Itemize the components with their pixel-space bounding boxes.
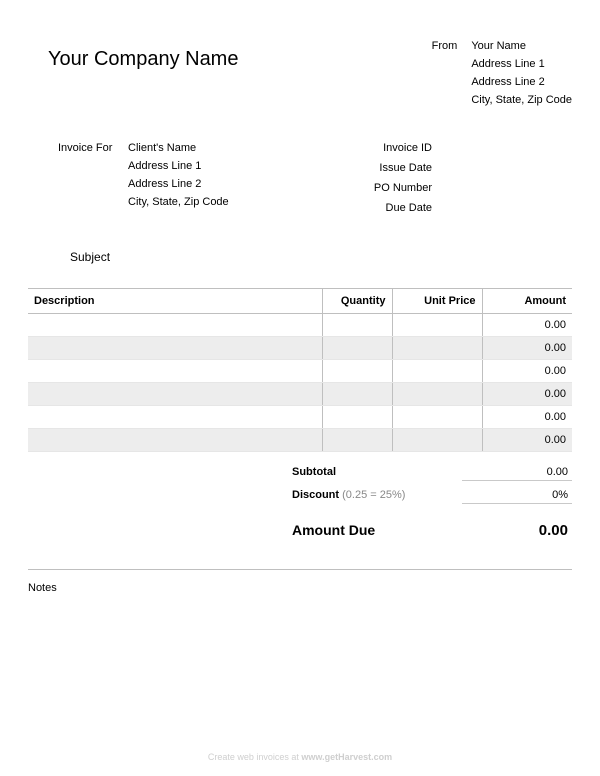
from-lines: Your Name Address Line 1 Address Line 2 … [471,40,572,112]
subtotal-value: 0.00 [462,464,572,481]
discount-hint: (0.25 = 25%) [342,489,405,501]
cell-quantity [322,337,392,360]
line-items-table: Description Quantity Unit Price Amount 0… [28,288,572,452]
cell-unit-price [392,337,482,360]
issue-date-label: Issue Date [374,162,432,174]
cell-description [28,314,322,337]
invoice-id-label: Invoice ID [374,142,432,154]
amount-due-label: Amount Due [292,522,462,538]
cell-unit-price [392,406,482,429]
cell-unit-price [392,314,482,337]
due-date-label: Due Date [374,202,432,214]
cell-quantity [322,383,392,406]
invoice-for-lines: Client's Name Address Line 1 Address Lin… [128,142,229,222]
subject-label: Subject [70,250,572,264]
th-amount: Amount [482,289,572,314]
totals-block: Subtotal 0.00 Discount (0.25 = 25%) 0% A… [28,464,572,541]
footer-text: Create web invoices at [208,752,302,762]
th-quantity: Quantity [322,289,392,314]
cell-amount: 0.00 [482,429,572,452]
cell-amount: 0.00 [482,383,572,406]
client-addr1: Address Line 1 [128,160,229,172]
from-addr1: Address Line 1 [471,58,572,70]
cell-description [28,429,322,452]
cell-unit-price [392,360,482,383]
client-addr2: Address Line 2 [128,178,229,190]
amount-due-value: 0.00 [462,520,572,541]
po-number-label: PO Number [374,182,432,194]
from-name: Your Name [471,40,572,52]
table-row: 0.00 [28,406,572,429]
discount-value: 0% [462,487,572,504]
th-description: Description [28,289,322,314]
cell-amount: 0.00 [482,314,572,337]
footer-site: www.getHarvest.com [301,752,392,762]
client-city: City, State, Zip Code [128,196,229,208]
table-row: 0.00 [28,337,572,360]
subtotal-label: Subtotal [292,466,462,478]
invoice-for-label: Invoice For [58,142,118,222]
company-name: Your Company Name [48,48,238,112]
cell-quantity [322,314,392,337]
footer: Create web invoices at www.getHarvest.co… [0,752,600,762]
invoice-for-block: Invoice For Client's Name Address Line 1… [58,142,229,222]
cell-amount: 0.00 [482,360,572,383]
cell-description [28,360,322,383]
cell-amount: 0.00 [482,406,572,429]
notes-label: Notes [28,582,572,594]
from-city: City, State, Zip Code [471,94,572,106]
cell-quantity [322,406,392,429]
invoice-meta: Invoice ID Issue Date PO Number Due Date [374,142,572,222]
cell-quantity [322,360,392,383]
discount-label-text: Discount [292,489,339,501]
from-label: From [423,40,457,112]
table-row: 0.00 [28,429,572,452]
from-addr2: Address Line 2 [471,76,572,88]
cell-quantity [322,429,392,452]
cell-unit-price [392,383,482,406]
table-row: 0.00 [28,360,572,383]
cell-description [28,337,322,360]
cell-amount: 0.00 [482,337,572,360]
table-row: 0.00 [28,383,572,406]
notes-divider [28,569,572,570]
cell-description [28,406,322,429]
cell-description [28,383,322,406]
discount-label: Discount (0.25 = 25%) [292,489,462,501]
cell-unit-price [392,429,482,452]
table-row: 0.00 [28,314,572,337]
client-name: Client's Name [128,142,229,154]
th-unit-price: Unit Price [392,289,482,314]
from-block: From Your Name Address Line 1 Address Li… [423,40,572,112]
